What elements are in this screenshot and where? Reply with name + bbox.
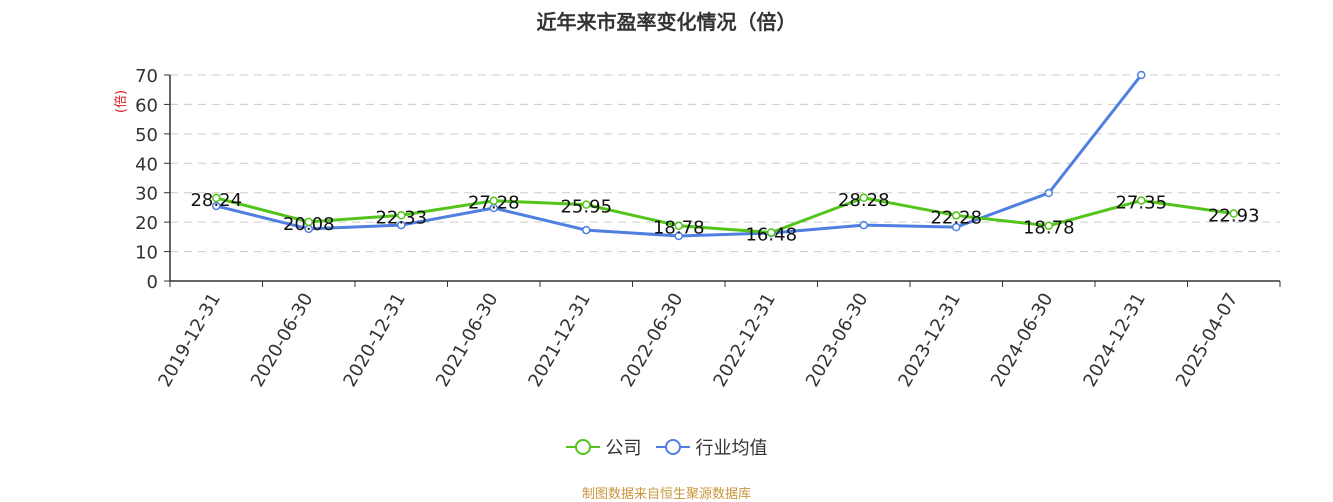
data-labels: 28.24 20.08 22.33 27.28 25.95 18.78 16.48 28.28… [190,190,1259,246]
data-point[interactable] [304,217,313,227]
data-point[interactable] [767,228,776,237]
data-point[interactable] [1044,221,1053,230]
data-label: 18.78 [653,218,705,239]
data-label: 25.95 [560,197,612,218]
data-label: 22.33 [375,207,427,228]
series-lines [215,74,1234,238]
data-point[interactable] [1137,70,1146,80]
legend-label: 行业均值 [695,438,768,459]
x-tick-label: 2023-06-30 [802,290,872,391]
data-label: 20.08 [283,214,335,235]
legend-item-industry-average[interactable]: 行业均值 [655,434,768,460]
x-tick-label: 2023-12-31 [894,290,964,391]
data-label: 22.28 [930,207,982,228]
data-point[interactable] [1044,188,1053,198]
line-circle-icon [565,439,600,455]
legend: 公司 行业均值 [0,434,1333,460]
x-tick-label: 2024-12-31 [1079,290,1149,391]
data-point[interactable] [582,200,591,209]
y-axis-labels: 0 10 20 30 40 50 60 70 [135,66,158,293]
y-tick-label: 20 [135,213,158,234]
data-point[interactable] [674,231,683,241]
x-tick-label: 2021-06-30 [432,290,502,391]
y-tick-label: 70 [135,66,158,87]
series-line [215,196,1234,235]
y-tick-label: 30 [135,184,158,205]
data-point[interactable] [859,193,868,203]
gridlines [170,74,1280,253]
data-label: 22.93 [1208,206,1260,227]
y-tick-label: 40 [135,154,158,175]
data-label: 27.35 [1115,193,1167,214]
data-point[interactable] [397,211,406,220]
data-source-note: 制图数据来自恒生聚源数据库 [581,487,751,502]
data-point[interactable] [1137,196,1146,205]
series-points [212,70,1238,241]
data-label: 28.28 [838,190,890,211]
x-tick-label: 2020-06-30 [247,290,317,391]
data-point[interactable] [212,201,221,211]
y-tick-label: 10 [135,243,158,264]
y-tick-label: 60 [135,95,158,116]
data-label: 27.28 [468,193,520,214]
data-label: 16.48 [745,225,797,246]
data-point[interactable] [582,225,591,235]
x-axis-labels: 2019-12-31 2020-06-30 2020-12-31 2021-06-30… [154,290,1242,391]
data-point[interactable] [859,220,868,230]
x-tick-label: 2022-12-31 [709,290,779,391]
data-label: 28.24 [190,190,242,211]
data-point[interactable] [674,221,683,230]
legend-item-company[interactable]: 公司 [565,434,642,460]
x-tick-label: 2021-12-31 [524,290,594,391]
y-tick-label: 50 [135,125,158,146]
y-tick-label: 0 [147,272,158,293]
x-tick-label: 2019-12-31 [154,290,224,391]
chart-title: 近年来市盈率变化情况（倍） [536,10,797,34]
series-line [215,74,1143,238]
x-tick-label: 2024-06-30 [987,290,1057,391]
x-tick-label: 2022-06-30 [617,290,687,391]
line-chart: 2019-12-31 2020-06-30 2020-12-31 2021-06-30… [135,66,1281,391]
data-point[interactable] [952,222,961,232]
axes [164,74,1281,287]
data-point[interactable] [1229,209,1238,218]
legend-label: 公司 [605,438,642,459]
data-point[interactable] [489,196,498,205]
x-tick-label: 2025-04-07 [1172,290,1242,391]
line-circle-icon [655,439,690,455]
data-point[interactable] [212,193,221,203]
x-tick-label: 2020-12-31 [339,290,409,391]
data-point[interactable] [952,211,961,220]
data-label: 18.78 [1023,218,1075,239]
data-point[interactable] [397,220,406,230]
